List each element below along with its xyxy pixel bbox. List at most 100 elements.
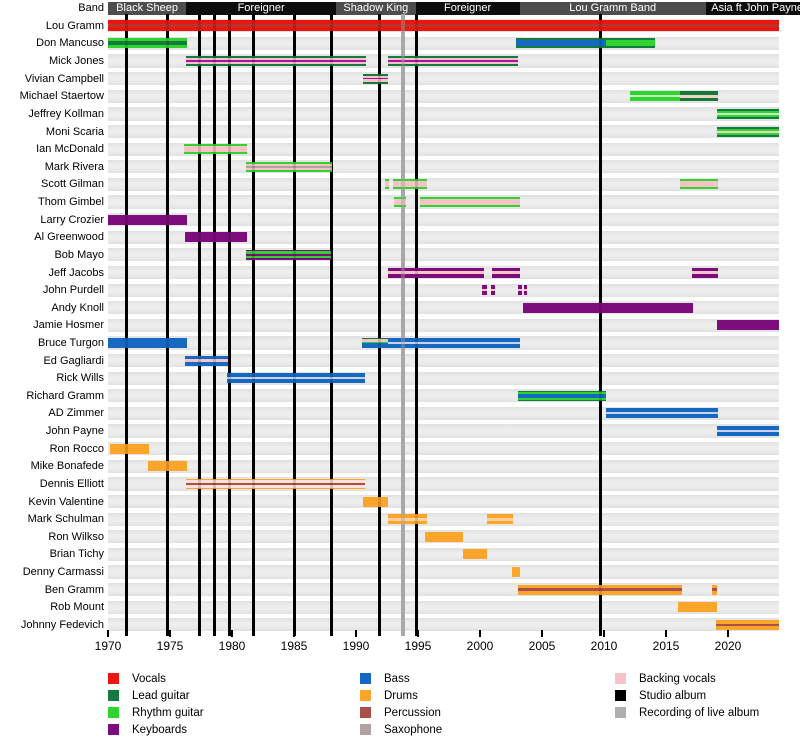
legend-label: Bass (384, 672, 410, 685)
row-band (108, 354, 779, 368)
timeline-bar (147, 461, 188, 472)
bar-stripe-orange (711, 584, 717, 589)
bar-stripe-purple (388, 267, 484, 272)
timeline-bar (462, 549, 488, 560)
timeline-bar (108, 337, 188, 348)
timeline-bar (186, 478, 365, 489)
bar-stripe-green (679, 187, 719, 190)
bar-stripe-green (716, 114, 779, 117)
row-label: Kevin Valentine (28, 495, 104, 508)
row-band (108, 459, 779, 473)
bar-stripe-purple (482, 291, 488, 296)
timeline-bar (384, 179, 390, 190)
bar-stripe-pink_tan (716, 130, 779, 133)
timeline-bar (606, 408, 719, 419)
axis-tick (231, 630, 233, 637)
bar-stripe-pale_blue (716, 430, 779, 433)
timeline-bar (487, 514, 514, 525)
bar-stripe-pink (482, 288, 488, 292)
bar-stripe-dgreen (716, 116, 779, 119)
row-label: John Payne (45, 425, 104, 438)
bar-stripe-red (108, 27, 779, 32)
timeline-bar (388, 267, 484, 278)
bar-stripe-blue (388, 337, 520, 342)
bar-stripe-blue (362, 342, 389, 348)
bar-stripe-pink (186, 57, 366, 61)
bar-stripe-perc (715, 623, 779, 627)
legend-label: Studio album (639, 689, 707, 702)
bar-stripe-orange (388, 520, 427, 525)
bar-stripe-dgreen (679, 97, 719, 102)
bar-stripe-green (420, 197, 520, 200)
bar-stripe-perc (711, 588, 717, 591)
axis-year-label: 1980 (218, 639, 246, 653)
bar-stripe-perc (518, 588, 683, 591)
axis-year-label: 1995 (404, 639, 432, 653)
studio-album-line-bleed (329, 14, 333, 636)
legend-swatch-drums (360, 689, 371, 701)
row-label: Vivian Campbell (24, 72, 104, 85)
bar-stripe-dgreen (388, 56, 519, 58)
bar-stripe-pink (518, 288, 523, 292)
bar-stripe-green (108, 45, 188, 49)
row-label: Rob Mount (50, 601, 104, 614)
axis-tick (355, 630, 357, 637)
bar-stripe-purple (184, 232, 247, 243)
legend-swatch-studio-album (615, 689, 626, 701)
bar-stripe-green (245, 255, 332, 259)
bar-stripe-green (393, 187, 427, 190)
timeline-bar (692, 267, 719, 278)
bar-stripe-orange (425, 531, 463, 542)
timeline-bar (420, 197, 520, 208)
bar-stripe-dgreen (518, 390, 607, 392)
row-label: Dennis Elliott (39, 477, 104, 490)
row-label: Richard Gramm (26, 389, 104, 402)
bar-stripe-green (183, 152, 247, 155)
bar-stripe-blue (388, 343, 520, 348)
row-label: Al Greenwood (34, 231, 104, 244)
bar-stripe-green (245, 169, 333, 172)
bar-stripe-purple (716, 320, 779, 331)
bar-stripe-green (245, 161, 333, 164)
band-segment: Asia ft John Payne (705, 1, 800, 15)
studio-album-line-bleed (198, 14, 202, 636)
timeline-bar (362, 337, 389, 348)
row-label: Denny Carmassi (22, 566, 104, 579)
row-band (108, 89, 779, 103)
row-label: Ron Rocco (49, 442, 104, 455)
live-album-line-bleed (401, 14, 406, 636)
row-label: Mark Rivera (44, 160, 104, 173)
row-label: Don Mancuso (36, 37, 104, 50)
bar-stripe-orange (678, 602, 717, 613)
bar-stripe-orange (518, 590, 683, 595)
row-label: Scott Gilman (41, 178, 104, 191)
bar-stripe-purple (491, 285, 495, 289)
bar-stripe-purple (492, 267, 520, 272)
bar-stripe-pink (362, 338, 389, 342)
row-label: John Purdell (42, 284, 104, 297)
row-band (108, 618, 779, 632)
band-segment: Lou Gramm Band (519, 1, 706, 15)
bar-stripe-pink (491, 288, 495, 292)
bar-stripe-blue (227, 373, 365, 378)
timeline-bar (515, 38, 607, 49)
bar-stripe-green (420, 205, 520, 208)
bar-stripe-green (630, 97, 680, 102)
timeline-bar (518, 285, 523, 296)
bar-stripe-red (108, 20, 779, 25)
row-band (108, 371, 779, 385)
bar-stripe-green (630, 91, 680, 96)
bar-stripe-purple (492, 273, 520, 278)
studio-album-line-bleed (228, 14, 232, 636)
bar-stripe-purple (245, 249, 332, 252)
bar-stripe-green (394, 197, 406, 200)
bar-stripe-pink (420, 199, 520, 206)
bar-stripe-pink_tan (679, 95, 719, 98)
timeline-bar (184, 232, 247, 243)
bar-stripe-purple (524, 291, 528, 296)
axis-tick (169, 630, 171, 637)
row-label: Mick Jones (48, 55, 104, 68)
studio-album-line (415, 14, 419, 636)
axis-year-label: 2000 (466, 639, 494, 653)
row-band (108, 547, 779, 561)
